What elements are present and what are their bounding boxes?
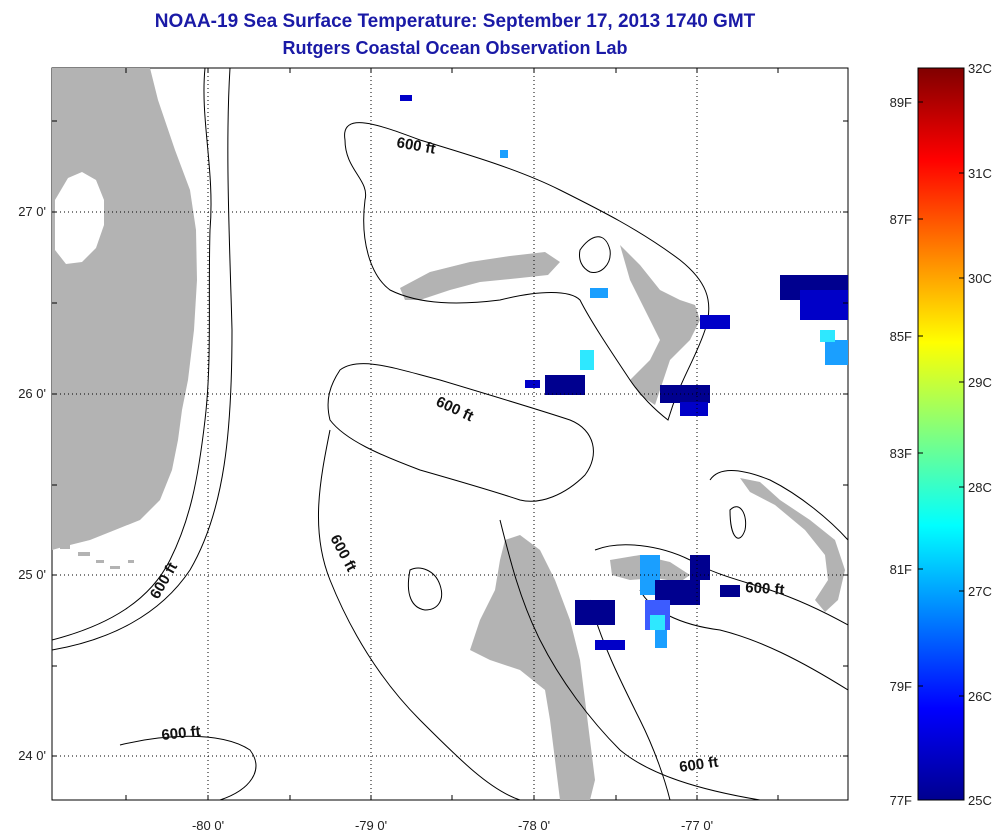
colorbar-fahrenheit-label: 77F (890, 793, 912, 808)
lat-tick-label: 26 0' (18, 386, 46, 401)
colorbar-fahrenheit-label: 87F (890, 212, 912, 227)
lake-okeechobee (55, 172, 104, 264)
contour-label-1: 600 ft (395, 134, 437, 158)
contour-label-5: 600 ft (745, 579, 785, 599)
colorbar-celsius-label: 27C (968, 584, 992, 599)
grand-bahama-land (400, 252, 560, 300)
colorbar-celsius-label: 29C (968, 375, 992, 390)
contour-label-6: 600 ft (161, 723, 202, 744)
colorbar-celsius-label: 31C (968, 166, 992, 181)
eleuthera-east-land (740, 478, 845, 612)
colorbar-celsius-label: 28C (968, 480, 992, 495)
colorbar (917, 67, 965, 801)
lon-tick-label: -79 0' (355, 818, 387, 833)
lat-tick-label: 27 0' (18, 204, 46, 219)
contour-label-7: 600 ft (678, 754, 719, 776)
colorbar-celsius-label: 25C (968, 793, 992, 808)
colorbar-fahrenheit-label: 85F (890, 329, 912, 344)
lon-tick-label: -78 0' (518, 818, 550, 833)
colorbar-fahrenheit-label: 79F (890, 679, 912, 694)
colorbar-celsius-label: 30C (968, 271, 992, 286)
map-subtitle: Rutgers Coastal Ocean Observation Lab (282, 38, 628, 58)
colorbar-fahrenheit-label: 81F (890, 562, 912, 577)
graticule (52, 68, 848, 800)
colorbar-celsius-label: 32C (968, 61, 992, 76)
axis-ticks (52, 68, 848, 800)
florida-keys (60, 545, 134, 569)
colorbar-fahrenheit-label: 89F (890, 95, 912, 110)
andros-land (470, 535, 595, 800)
lat-tick-label: 24 0' (18, 748, 46, 763)
abaco-land (620, 245, 700, 405)
colorbar-fahrenheit-label: 83F (890, 446, 912, 461)
lon-tick-label: -80 0' (192, 818, 224, 833)
colorbar-celsius-label: 26C (968, 689, 992, 704)
colorbar-ticks (918, 67, 964, 801)
lon-tick-label: -77 0' (681, 818, 713, 833)
isobath-contours (52, 68, 848, 800)
lat-tick-label: 25 0' (18, 567, 46, 582)
map-title: NOAA-19 Sea Surface Temperature: Septemb… (154, 11, 756, 32)
